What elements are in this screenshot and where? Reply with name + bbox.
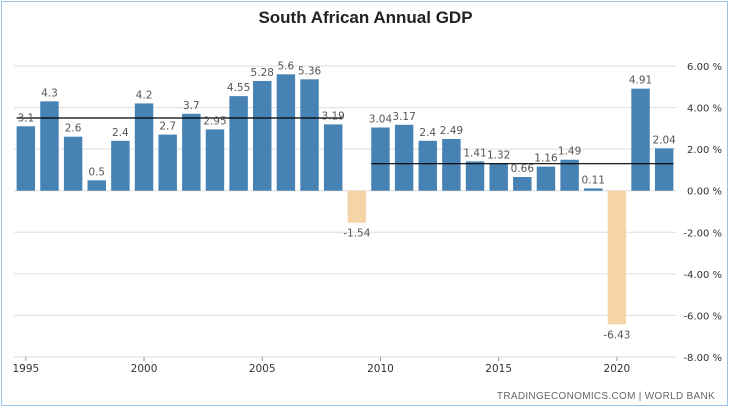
bar-2015 [489,163,508,191]
x-tick-label: 2020 [604,363,631,375]
data-label: -1.54 [343,228,370,240]
y-tick-label: 4.00 % [687,104,722,115]
data-label: 2.4 [419,127,436,139]
source-credit: TRADINGECONOMICS.COM | WORLD BANK [496,391,715,402]
data-label: 2.4 [112,127,129,139]
bar-2018 [560,159,579,191]
data-label: 4.55 [227,82,250,94]
data-label: 2.7 [159,121,176,133]
bar-1995 [16,126,36,191]
data-label: 4.91 [629,75,652,87]
bar-2019 [584,188,603,191]
bar-2009 [347,190,367,223]
bar-2013 [442,138,461,191]
bar-2005 [253,80,272,191]
bar-2004 [229,96,248,191]
data-label: 0.11 [582,174,605,186]
bar-2006 [276,74,296,191]
bar-2002 [182,113,201,191]
data-label: 2.6 [65,123,82,135]
bar-2020 [607,190,627,325]
bar-2007 [300,79,319,191]
chart-title: South African Annual GDP [258,8,473,27]
data-label: 3.19 [321,110,344,122]
bar-1998 [87,180,106,191]
data-label: 2.49 [440,125,463,137]
bar-1999 [111,140,130,191]
y-tick-label: 6.00 % [687,62,722,73]
data-label: 1.32 [487,149,510,161]
data-label: 0.66 [511,163,535,175]
bar-2010 [371,127,390,191]
data-label: 2.95 [203,115,226,127]
x-tick-label: 2010 [367,363,394,375]
data-label: 3.04 [369,114,393,126]
bar-2001 [158,134,177,191]
data-label: 1.41 [463,147,486,159]
data-label: 5.6 [278,60,295,72]
y-tick-label: 2.00 % [687,145,722,156]
data-label: 0.5 [88,166,105,178]
data-label: 5.28 [251,67,274,79]
bar-2011 [394,124,414,191]
data-label: 4.2 [136,89,153,101]
x-tick-label: 2005 [249,363,276,375]
data-label: 1.49 [558,146,581,158]
bar-2014 [465,161,485,191]
data-label: 3.17 [392,111,415,123]
bar-2021 [631,88,650,191]
data-label: 5.36 [298,65,322,77]
bar-2016 [513,176,532,191]
bar-2017 [536,166,556,191]
data-label: 1.16 [534,153,558,165]
x-tick-label: 2015 [485,363,512,375]
bar-2022 [654,148,674,191]
y-tick-label: 0.00 % [687,187,722,198]
bar-2008 [323,124,343,191]
y-tick-label: -8.00 % [683,353,722,364]
data-label: 2.04 [652,134,676,146]
x-tick-label: 1995 [12,363,39,375]
y-tick-label: -2.00 % [683,228,722,239]
x-tick-label: 2000 [131,363,158,375]
bar-1996 [40,101,59,191]
data-label: 4.3 [41,87,58,99]
bar-2003 [205,129,225,191]
bar-2000 [134,103,154,191]
y-tick-label: -4.00 % [683,270,722,281]
bar-2012 [418,140,437,191]
y-tick-label: -6.00 % [683,311,722,322]
data-label: 3.1 [17,112,34,124]
bar-1997 [63,136,83,191]
data-label: -6.43 [603,329,630,341]
data-label: 3.7 [183,100,200,112]
